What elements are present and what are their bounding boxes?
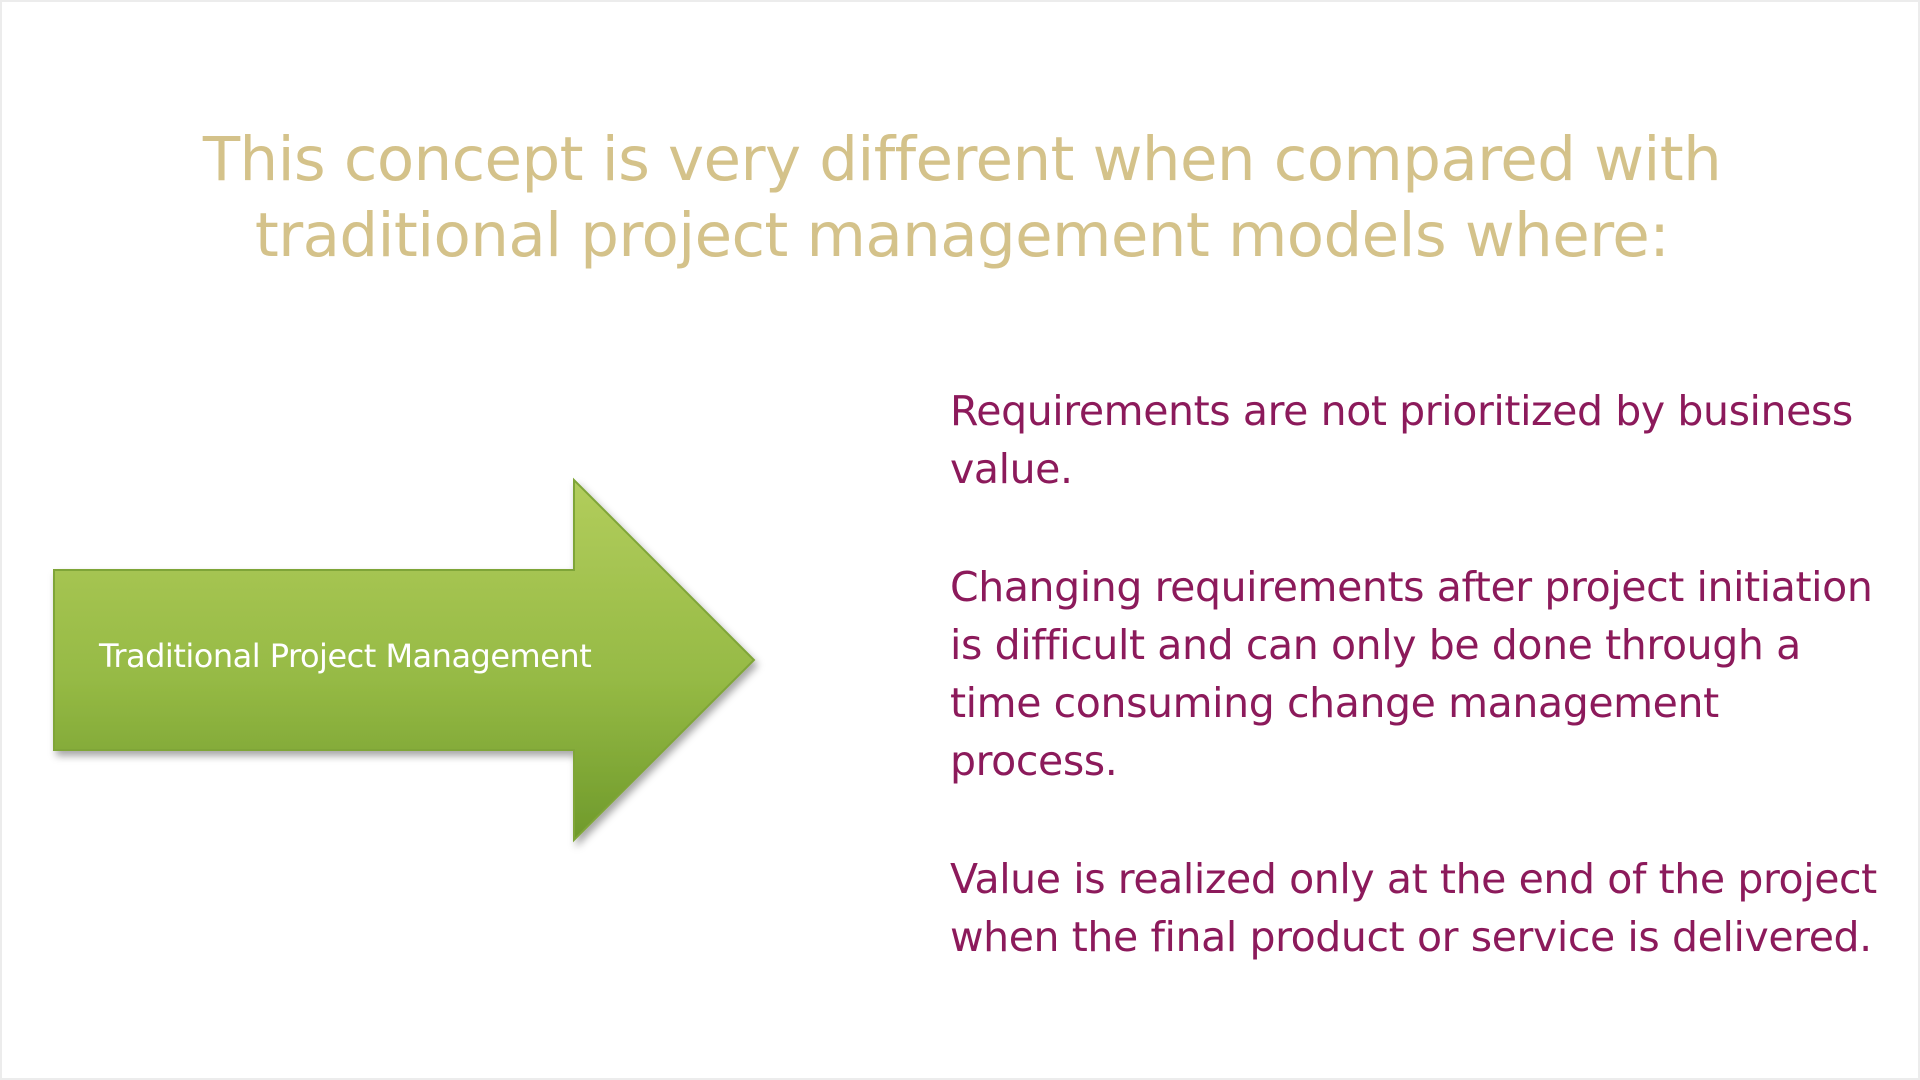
arrow-body xyxy=(53,477,756,843)
title-line-2: traditional project management models wh… xyxy=(254,200,1670,271)
point-item: Value is realized only at the end of the… xyxy=(950,855,1877,961)
point-item: Requirements are not prioritized by busi… xyxy=(950,387,1853,493)
traditional-pm-arrow: Traditional Project Management xyxy=(53,477,764,843)
points-list: Requirements are not prioritized by busi… xyxy=(950,382,1890,966)
slide-title: This concept is very different when comp… xyxy=(2,122,1920,274)
title-line-1: This concept is very different when comp… xyxy=(202,124,1722,195)
arrow-shape xyxy=(53,477,756,843)
arrow-label: Traditional Project Management xyxy=(99,637,592,675)
point-item: Changing requirements after project init… xyxy=(950,563,1873,785)
